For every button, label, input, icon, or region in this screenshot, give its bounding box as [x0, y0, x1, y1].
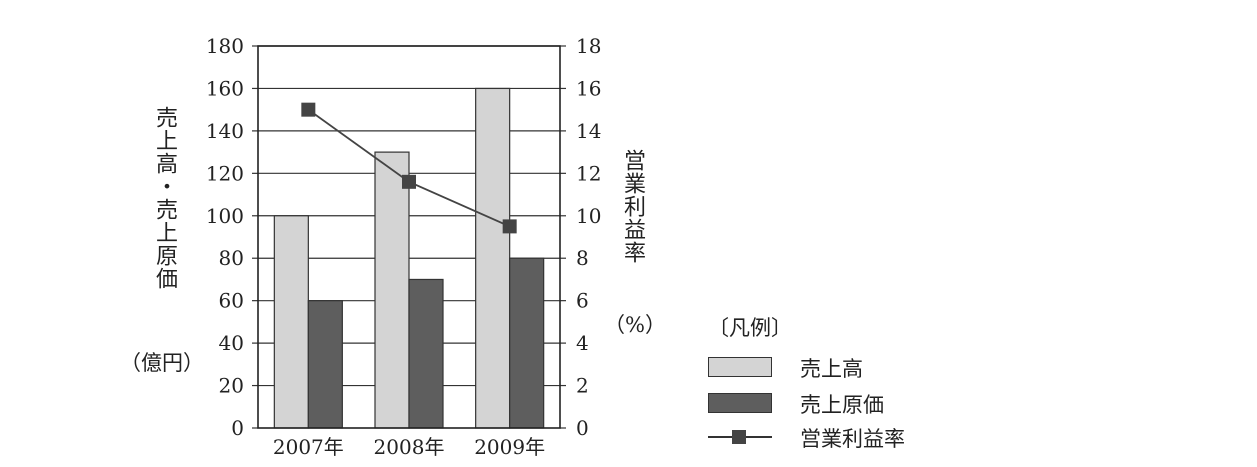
x-tick-label: 2008年	[374, 435, 445, 459]
right-tick-label: 18	[576, 34, 601, 58]
x-tick-label: 2007年	[273, 435, 344, 459]
legend-item-sales: 売上高	[708, 353, 948, 383]
x-tick-label: 2009年	[474, 435, 545, 459]
margin-point	[502, 219, 517, 234]
legend-swatch-cost	[708, 393, 772, 413]
left-tick-label: 60	[219, 289, 244, 313]
margin-point	[301, 102, 316, 117]
left-tick-label: 80	[219, 246, 244, 270]
left-tick-label: 120	[206, 161, 244, 185]
right-tick-label: 12	[576, 161, 601, 185]
bar-cost	[408, 278, 444, 429]
legend-item-margin: 営業利益率	[708, 423, 948, 453]
legend-marker-margin	[732, 430, 746, 444]
legend-swatch-sales	[708, 357, 772, 377]
legend-label-sales: 売上高	[800, 357, 863, 381]
legend-label-cost: 売上原価	[800, 393, 884, 417]
left-axis-label: 売上高・売上原価	[152, 106, 177, 290]
right-tick-label: 4	[576, 331, 589, 355]
legend: 〔凡例〕 売上高 売上原価 営業利益率	[708, 312, 948, 462]
margin-point	[402, 174, 416, 189]
right-tick-label: 10	[576, 204, 601, 228]
bar-sales	[273, 215, 309, 429]
legend-label-margin: 営業利益率	[800, 427, 905, 451]
left-tick-label: 180	[206, 34, 244, 58]
left-tick-label: 20	[219, 374, 244, 398]
bar-cost	[307, 300, 343, 429]
plot-frame	[257, 45, 561, 429]
left-tick-label: 0	[231, 416, 244, 440]
left-tick-label: 40	[219, 331, 244, 355]
bar-cost	[509, 257, 545, 429]
legend-title: 〔凡例〕	[708, 316, 792, 340]
right-tick-label: 14	[576, 119, 601, 143]
left-axis-unit: （億円）	[120, 351, 204, 375]
legend-item-cost: 売上原価	[708, 389, 948, 419]
right-tick-label: 0	[576, 416, 589, 440]
left-tick-label: 160	[206, 76, 244, 100]
right-tick-label: 8	[576, 246, 589, 270]
right-axis-unit: （%）	[604, 313, 666, 337]
right-tick-label: 2	[576, 374, 589, 398]
bar-sales	[374, 151, 410, 429]
right-axis-label: 営業利益率	[620, 149, 645, 264]
bar-sales	[475, 87, 511, 429]
left-tick-label: 140	[206, 119, 244, 143]
left-tick-label: 100	[206, 204, 244, 228]
right-tick-label: 16	[576, 76, 601, 100]
right-tick-label: 6	[576, 289, 589, 313]
